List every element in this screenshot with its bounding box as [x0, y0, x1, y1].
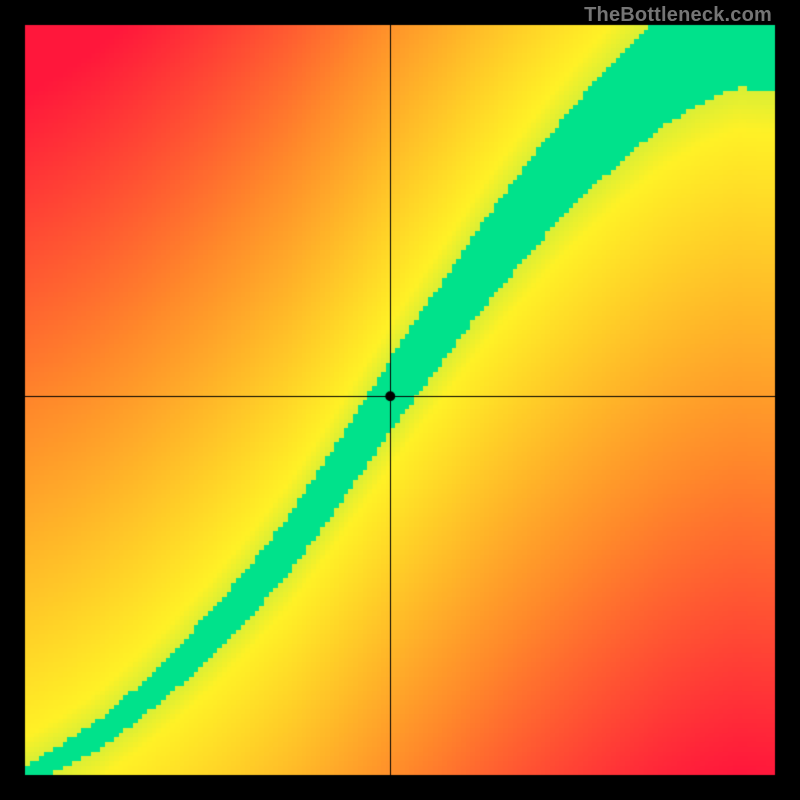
watermark-text: TheBottleneck.com — [584, 4, 772, 27]
bottleneck-heatmap — [0, 0, 800, 800]
chart-frame: { "watermark": { "text": "TheBottleneck.… — [0, 0, 800, 800]
